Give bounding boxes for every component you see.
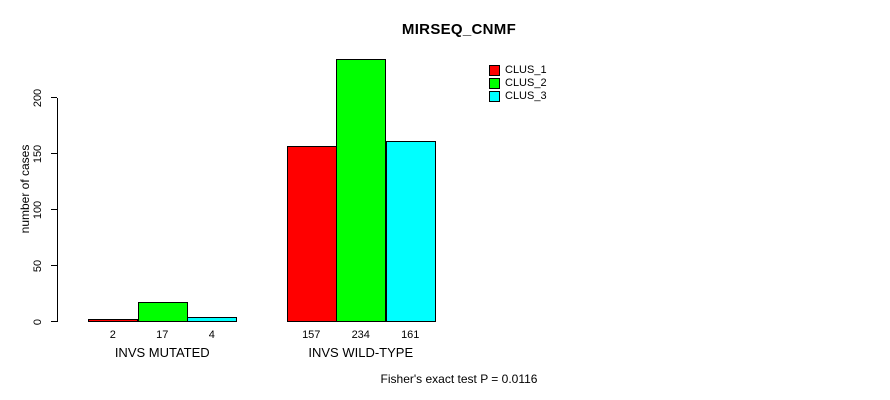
y-axis-tick-label: 100: [31, 200, 44, 219]
bar-clus_1-group2: [286, 145, 337, 323]
annotation-text: Fisher's exact test P = 0.0116: [380, 372, 538, 386]
y-axis-tick-label: 50: [31, 259, 44, 272]
bar-value-label: 17: [156, 329, 169, 341]
y-axis-line: [57, 97, 58, 322]
legend-item-label: CLUS_2: [505, 77, 547, 89]
legend-item-label: CLUS_3: [505, 90, 547, 102]
bar-value-label: 157: [302, 329, 321, 341]
bar-value-label: 234: [351, 329, 370, 341]
legend-item-label: CLUS_1: [505, 64, 547, 76]
y-axis-tick: [51, 153, 57, 154]
bar-clus_2-group2: [336, 59, 386, 323]
y-axis-tick-label: 0: [31, 318, 44, 325]
bar-clus_3-group2: [385, 141, 436, 323]
bar-clus_3-group1: [187, 317, 237, 323]
bar-clus_2-group1: [137, 302, 188, 323]
bar-value-label: 161: [401, 329, 420, 341]
category-label-group1: INVS MUTATED: [114, 345, 210, 360]
y-axis-tick: [51, 97, 57, 98]
legend-swatch-clus_1: [489, 65, 500, 76]
legend-swatch-clus_2: [489, 78, 500, 89]
y-axis-label: number of cases: [18, 144, 32, 234]
y-axis-tick: [51, 321, 57, 322]
y-axis-tick: [51, 265, 57, 266]
bar-value-label: 4: [208, 329, 215, 341]
category-label-group2: INVS WILD-TYPE: [308, 345, 414, 360]
legend-swatch-clus_3: [489, 91, 500, 102]
bar-value-label: 2: [109, 329, 116, 341]
y-axis-tick-label: 150: [31, 144, 44, 163]
y-axis-tick-label: 200: [31, 88, 44, 107]
bar-clus_1-group1: [88, 319, 138, 323]
chart-title: MIRSEQ_CNMF: [401, 21, 517, 38]
y-axis-tick: [51, 209, 57, 210]
